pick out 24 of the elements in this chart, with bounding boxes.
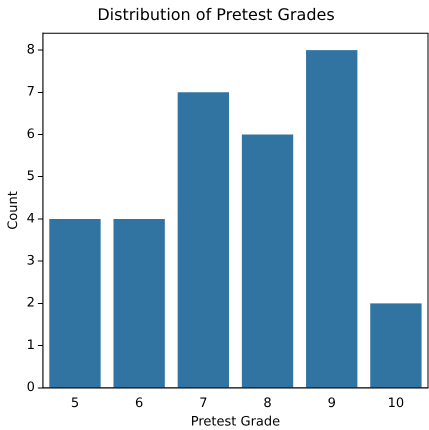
y-tick-label: 5 — [26, 169, 35, 184]
bar — [178, 92, 230, 388]
y-tick-label: 2 — [26, 296, 35, 311]
x-tick-label: 7 — [199, 396, 208, 411]
bar — [242, 134, 294, 388]
y-tick-label: 8 — [26, 42, 35, 58]
y-tick-label: 7 — [26, 84, 35, 100]
bar — [306, 50, 358, 388]
x-tick-label: 5 — [70, 396, 80, 411]
y-tick-label: 1 — [26, 338, 35, 353]
x-tick-label: 10 — [388, 396, 404, 411]
y-tick-label: 3 — [26, 254, 35, 269]
bar — [113, 218, 165, 388]
bar — [370, 303, 422, 388]
y-tick-label: 4 — [26, 211, 35, 226]
y-tick-label: 6 — [26, 126, 35, 142]
chart-title: Distribution of Pretest Grades — [97, 4, 335, 24]
x-tick-label: 6 — [135, 396, 144, 411]
bar — [49, 218, 101, 388]
y-axis-title: Count — [6, 191, 22, 230]
y-tick-label: 0 — [26, 380, 35, 396]
x-tick-label: 8 — [263, 396, 272, 411]
x-tick-label: 9 — [328, 396, 336, 411]
x-axis-title: Pretest Grade — [190, 414, 280, 430]
